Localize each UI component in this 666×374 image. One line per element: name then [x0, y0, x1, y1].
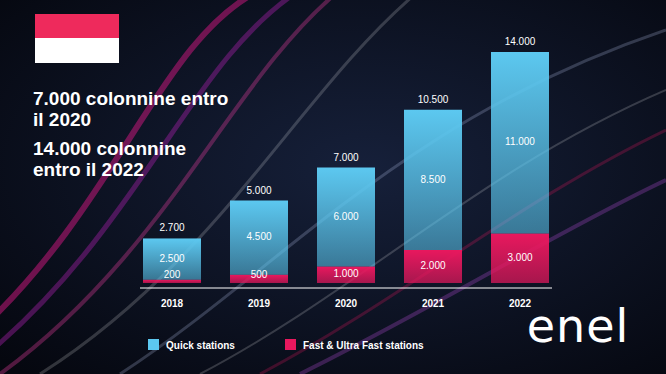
bar-segment: [491, 234, 549, 284]
legend-swatch: [148, 339, 159, 350]
total-label: 14.000: [505, 36, 536, 47]
data-label: 6.000: [333, 211, 358, 222]
x-tick-label: 2021: [422, 298, 445, 309]
legend-label: Quick stations: [166, 340, 235, 351]
legend-swatch: [285, 339, 296, 350]
headline: 14.000 colonnine entro il 2022: [33, 138, 233, 180]
data-label: 200: [164, 269, 181, 280]
x-axis-line: [140, 288, 552, 289]
x-tick-label: 2019: [248, 298, 271, 309]
data-label: 500: [251, 269, 268, 280]
total-label: 2.700: [159, 222, 184, 233]
bar-segment: [143, 280, 201, 283]
bar-segment: [230, 201, 288, 275]
bar-segment: [491, 52, 549, 234]
background-streak: [120, 30, 666, 374]
x-tick-label: 2018: [161, 298, 184, 309]
data-label: 2.500: [159, 253, 184, 264]
data-labels: 200 2.500 2.700 500 4.500 5.000 1.000 6.000 7.00…: [159, 36, 535, 280]
data-label: 11.000: [505, 136, 535, 147]
background-streak: [200, 90, 666, 374]
page: 200 2.500 2.700 500 4.500 5.000 1.000 6.000 7.00…: [0, 0, 666, 374]
data-label: 8.500: [420, 174, 445, 185]
total-label: 7.000: [333, 152, 358, 163]
legend: Quick stations Fast & Ultra Fast stations: [148, 339, 424, 351]
bar-segment: [143, 238, 201, 279]
background-streaks: [0, 0, 666, 374]
chart: 200 2.500 2.700 500 4.500 5.000 1.000 6.000 7.00…: [0, 0, 666, 374]
bar-segment: [317, 168, 375, 267]
bar-segment: [317, 267, 375, 284]
total-label: 5.000: [246, 185, 271, 196]
total-label: 10.500: [418, 94, 449, 105]
data-label: 1.000: [333, 268, 358, 279]
background-streak: [0, 0, 340, 374]
bar-segment: [404, 250, 462, 283]
background-streak: [260, 130, 666, 374]
flag-top: [35, 14, 119, 38]
background-streak: [0, 0, 260, 330]
data-label: 4.500: [246, 231, 271, 242]
x-tick-label: 2020: [335, 298, 358, 309]
bars: [143, 52, 549, 283]
flag-bottom: [35, 38, 119, 63]
background-streak: [0, 0, 300, 360]
logo: enel: [527, 299, 630, 353]
bar-segment: [404, 110, 462, 250]
data-label: 2.000: [420, 260, 445, 271]
legend-label: Fast & Ultra Fast stations: [303, 340, 424, 351]
headline: 7.000 colonnine entro il 2020: [33, 88, 233, 130]
data-label: 3.000: [507, 252, 532, 263]
